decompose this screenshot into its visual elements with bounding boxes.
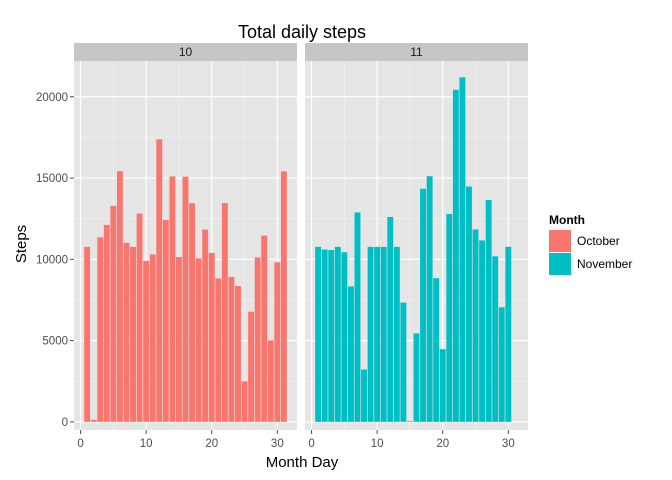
x-tick-label: 0	[308, 438, 314, 450]
bar	[400, 302, 407, 422]
facet-panels: 0 5000 10000 15000 20000 10 0 10 20 30 11 0 10 20 30	[36, 43, 528, 450]
x-tick-label: 10	[140, 438, 153, 450]
bar	[498, 307, 505, 422]
bar	[208, 252, 215, 422]
bar	[182, 176, 189, 422]
bar	[123, 242, 130, 422]
bar	[413, 333, 420, 422]
y-tick-label: 0	[62, 417, 68, 429]
bar	[347, 286, 354, 422]
bar	[248, 311, 255, 422]
x-tick-label: 30	[271, 438, 284, 450]
bar	[505, 246, 512, 422]
facet-panel-11: 11 0 10 20 30	[305, 43, 528, 450]
bar	[472, 229, 479, 422]
bar	[393, 246, 400, 422]
bar	[274, 262, 281, 422]
bar	[367, 246, 374, 422]
bar	[433, 278, 440, 422]
bar	[315, 246, 322, 422]
facet-strip-label: 10	[179, 45, 193, 59]
y-tick-label: 15000	[36, 173, 68, 185]
bar	[221, 203, 228, 422]
x-tick-label: 10	[371, 438, 384, 450]
bar	[452, 89, 459, 422]
facet-strip-label: 11	[410, 45, 423, 59]
bar	[130, 246, 136, 422]
bar	[374, 246, 381, 422]
bar	[175, 257, 182, 422]
legend: Month October November	[549, 213, 632, 275]
bar	[446, 214, 453, 422]
bar	[492, 256, 499, 422]
bar	[169, 176, 176, 422]
bar	[341, 252, 348, 422]
x-tick-label: 30	[502, 438, 515, 450]
bar	[361, 369, 367, 422]
bar	[97, 237, 104, 422]
legend-title: Month	[549, 213, 585, 227]
x-axis-title: Month Day	[266, 454, 339, 471]
bar	[321, 249, 328, 422]
bar	[479, 240, 486, 422]
facet-panel-10: 10 0 10 20 30	[70, 43, 297, 450]
y-tick-label: 5000	[42, 336, 68, 348]
bar	[149, 254, 156, 422]
legend-label: October	[577, 234, 620, 248]
bar	[235, 286, 241, 422]
bar	[215, 278, 222, 422]
bar	[380, 246, 387, 422]
bar	[136, 213, 143, 422]
legend-label: November	[577, 257, 632, 271]
facet-strip	[305, 43, 528, 61]
y-tick-label: 10000	[36, 254, 68, 266]
bar	[387, 216, 394, 422]
facet-strip	[74, 43, 297, 61]
chart-title: Total daily steps	[238, 22, 366, 42]
bar	[156, 139, 163, 422]
y-tick-label: 20000	[36, 92, 68, 104]
x-tick-label: 20	[436, 438, 449, 450]
bar	[254, 257, 261, 422]
bar	[261, 235, 268, 422]
bar	[267, 340, 274, 422]
bar	[354, 212, 361, 422]
bar	[84, 246, 91, 422]
bar	[228, 276, 235, 422]
bar	[195, 258, 202, 422]
bar	[334, 246, 341, 422]
bar	[103, 224, 110, 422]
legend-key-november	[549, 253, 571, 275]
y-axis-title: Steps	[13, 225, 30, 263]
bar	[439, 349, 446, 422]
legend-key-october	[549, 230, 571, 252]
bar	[466, 186, 472, 422]
bar	[90, 419, 97, 422]
x-tick-label: 0	[77, 438, 83, 450]
x-tick-label: 20	[205, 438, 218, 450]
bar	[280, 171, 287, 422]
bar	[189, 203, 196, 422]
bar	[420, 188, 427, 422]
bar	[485, 200, 492, 422]
bar	[202, 229, 209, 422]
bar	[426, 176, 433, 422]
bar	[406, 421, 413, 422]
bar	[241, 381, 248, 422]
bar	[110, 205, 117, 422]
bar	[162, 219, 169, 422]
bar	[116, 171, 123, 422]
bar	[459, 77, 466, 422]
bar	[328, 250, 335, 422]
bar	[143, 260, 150, 422]
